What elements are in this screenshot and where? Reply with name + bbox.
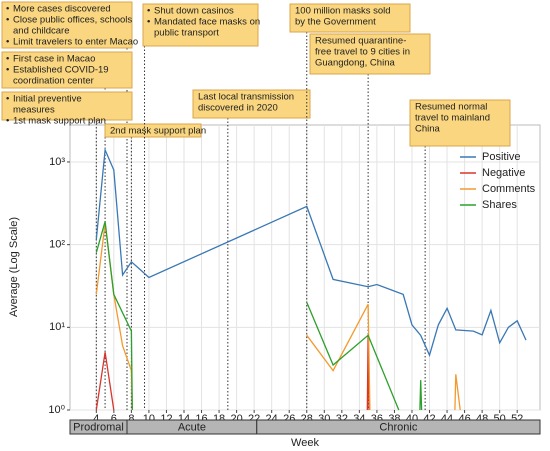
annotation-text: Close public offices, schools xyxy=(13,15,132,26)
bullet: • xyxy=(6,94,9,105)
annotation-text: Resumed normal xyxy=(415,102,487,113)
annotation-text: public transport xyxy=(154,28,219,39)
annotation-text: and childcare xyxy=(13,26,70,37)
annotation-text: 100 million masks sold xyxy=(295,6,391,17)
annotation-text: by the Government xyxy=(295,17,376,28)
annotation: • More cases discovered • Close public offi… xyxy=(1,1,138,49)
series-line xyxy=(95,147,527,358)
annotation-text: Shut down casinos xyxy=(154,6,234,17)
phase-band xyxy=(256,419,541,435)
bullet: • xyxy=(6,15,9,26)
annotation-text: First case in Macao xyxy=(13,54,95,65)
series-line xyxy=(95,352,115,411)
annotation-text: Last local transmission xyxy=(198,92,294,103)
series-line xyxy=(306,303,371,411)
annotation-box xyxy=(1,1,133,49)
bullet: • xyxy=(147,6,150,17)
y-tick-label: 10² xyxy=(49,239,65,251)
annotation-text: Resumed quarantine- xyxy=(315,36,406,47)
annotation-text: More cases discovered xyxy=(13,4,111,15)
legend-label: Comments xyxy=(482,183,536,195)
bullet: • xyxy=(6,116,9,127)
y-tick-label: 10⁰ xyxy=(48,404,65,416)
annotation-text: China xyxy=(415,124,441,135)
bullet: • xyxy=(6,37,9,48)
x-tick-label: 6 xyxy=(111,413,117,425)
bullet: • xyxy=(147,17,150,28)
y-axis-label: Average (Log Scale) xyxy=(8,217,20,317)
annotation-box xyxy=(309,33,431,75)
annotation: • Shut down casinos • Mandated face masks o… xyxy=(142,3,260,47)
annotation-text: 2nd mask support plan xyxy=(110,126,206,137)
annotation: • First case in Macao • Established COVID-1… xyxy=(1,51,133,89)
phase-label: Acute xyxy=(178,421,206,433)
x-axis-label: Week xyxy=(291,437,319,449)
phase-label: Chronic xyxy=(379,421,417,433)
annotation-box xyxy=(1,91,133,121)
legend-label: Negative xyxy=(482,167,525,179)
plot-area xyxy=(69,124,541,411)
bullet: • xyxy=(6,4,9,15)
annotation-box xyxy=(409,99,511,147)
annotation-box xyxy=(1,51,133,89)
annotation-text: Mandated face masks on xyxy=(154,17,260,28)
annotation-text: travel to mainland xyxy=(415,113,490,124)
x-tick-label: 4 xyxy=(93,413,99,425)
annotation-text: Established COVID-19 xyxy=(13,65,109,76)
bullet: • xyxy=(6,54,9,65)
series-line xyxy=(306,302,400,411)
annotation-box xyxy=(192,89,311,119)
annotation-text: free travel to 9 cities in xyxy=(315,47,410,58)
bullet: • xyxy=(6,65,9,76)
annotation-box xyxy=(104,123,202,138)
series-line xyxy=(419,380,423,411)
series-line xyxy=(95,221,133,411)
annotation-text: coordination center xyxy=(13,76,94,87)
annotation: Resumed quarantine-free travel to 9 citi… xyxy=(309,33,431,75)
annotation: 2nd mask support plan xyxy=(104,123,206,138)
annotation-box xyxy=(142,3,259,47)
annotation-box xyxy=(289,3,411,33)
annotation-text: discovered in 2020 xyxy=(198,103,278,114)
phase-label: Prodromal xyxy=(73,421,124,433)
annotation-text: Limit travelers to enter Macao xyxy=(13,37,138,48)
annotation-text: Guangdong, China xyxy=(315,58,395,69)
annotation-text: Initial preventive xyxy=(13,94,82,105)
series-line xyxy=(454,374,461,411)
y-tick-label: 10³ xyxy=(49,156,65,168)
annotation-text: 1st mask support plan xyxy=(13,116,106,127)
legend-label: Shares xyxy=(482,199,517,211)
x-tick-label: 8 xyxy=(128,413,134,425)
y-tick-label: 10¹ xyxy=(49,321,65,333)
annotation-text: measures xyxy=(13,105,55,116)
legend-label: Positive xyxy=(482,151,521,163)
